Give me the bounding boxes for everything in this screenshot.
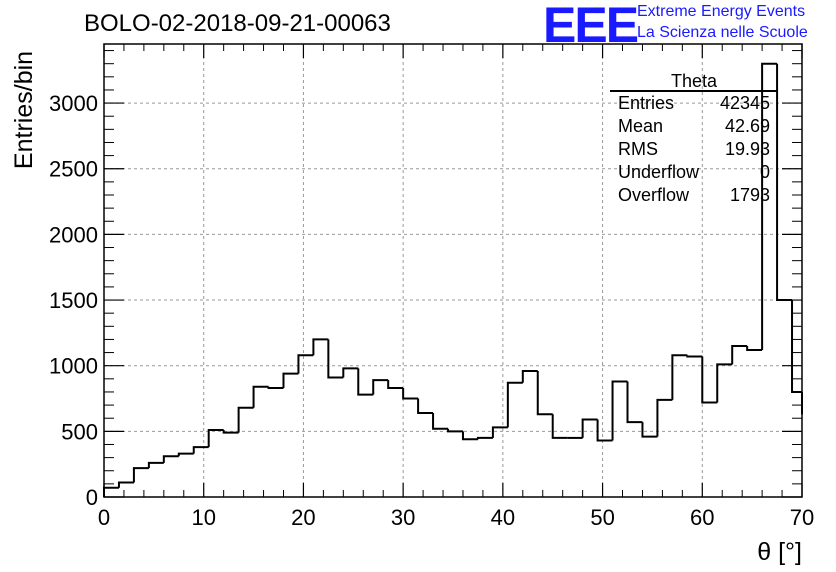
histogram-bin — [342, 367, 359, 378]
axis-tick-labels: 0 10 20 30 40 50 60 70 0 500 1000 1500 2000 2500 3000 — [49, 91, 814, 530]
stats-label: RMS — [618, 139, 658, 159]
stats-value: 0 — [759, 162, 770, 182]
histogram-bin — [162, 455, 179, 463]
stats-row-entries: Entries 42345 — [618, 93, 770, 115]
logo-text-line1: Extreme Energy Events — [637, 3, 806, 20]
histogram-bin — [476, 436, 493, 440]
histogram-bin — [402, 388, 419, 400]
y-tick-label: 0 — [86, 485, 98, 510]
histogram-bin — [551, 414, 568, 439]
histogram-bin — [461, 431, 478, 441]
histogram-bin — [761, 62, 778, 350]
histogram-bin — [686, 355, 703, 358]
histogram-bin — [521, 369, 538, 383]
histogram-bin — [282, 372, 299, 389]
histogram-bin — [177, 452, 194, 457]
histogram-bin — [432, 412, 449, 430]
stats-value: 1793 — [729, 185, 770, 205]
y-tick-label: 1500 — [49, 288, 98, 313]
x-tick-label: 20 — [291, 505, 315, 530]
y-axis-label: Entries/bin — [10, 51, 38, 169]
histogram-bin — [297, 354, 314, 374]
stats-label: Mean — [618, 116, 664, 136]
stats-value: 19.93 — [724, 139, 770, 159]
stats-label: Entries — [618, 93, 675, 113]
x-tick-label: 60 — [690, 505, 714, 530]
plot-frame — [103, 43, 803, 498]
histogram-bin — [716, 363, 733, 403]
y-tick-label: 500 — [61, 419, 98, 444]
y-tick-label: 1000 — [49, 354, 98, 379]
histogram-bin — [596, 419, 613, 442]
x-tick-label: 30 — [391, 505, 415, 530]
x-tick-label: 70 — [790, 505, 814, 530]
histogram-bin — [626, 381, 643, 424]
histogram-bin — [611, 380, 628, 441]
histogram-bin — [237, 406, 254, 433]
chart-title: BOLO-02-2018-09-21-00063 — [84, 10, 391, 37]
histogram-bin — [641, 422, 658, 438]
histogram-bin — [103, 486, 119, 497]
x-tick-label: 50 — [590, 505, 614, 530]
axis-ticks — [103, 44, 803, 498]
histogram-bin — [491, 426, 508, 438]
histogram-bin — [671, 354, 688, 400]
y-tick-label: 2000 — [49, 222, 98, 247]
histogram-bin — [701, 356, 718, 404]
histogram-bin — [357, 368, 374, 396]
stats-value: 42.69 — [724, 116, 770, 136]
x-tick-label: 40 — [491, 505, 515, 530]
histogram-bin — [192, 446, 209, 454]
stats-row-overflow: Overflow 1793 — [618, 185, 770, 207]
stats-row-underflow: Underflow 0 — [618, 162, 770, 184]
histogram-bin — [387, 380, 404, 390]
stats-divider — [610, 90, 778, 92]
x-tick-label: 10 — [191, 505, 215, 530]
stats-label: Underflow — [618, 162, 700, 182]
stats-value: 42345 — [719, 93, 770, 113]
histogram-bin — [207, 429, 224, 448]
logo-text-line2: La Scienza nelle Scuole — [637, 24, 808, 41]
eee-logo: EEE — [543, 0, 639, 53]
y-tick-label: 3000 — [49, 91, 98, 116]
histogram-bin — [417, 398, 434, 414]
histogram-bin — [117, 481, 134, 488]
stats-label: Overflow — [618, 185, 690, 205]
histogram-bin — [372, 379, 389, 395]
histogram-bin — [447, 428, 463, 433]
histogram-bin — [746, 346, 763, 351]
stats-title: Theta — [670, 71, 718, 91]
histogram-bin — [222, 430, 239, 434]
histogram-bin — [132, 467, 149, 483]
stats-row-mean: Mean 42.69 — [618, 116, 770, 138]
histogram-bin — [776, 63, 793, 302]
histogram-bin — [312, 338, 329, 356]
histogram-bin — [252, 385, 269, 408]
histogram-bin — [147, 461, 164, 469]
histogram-bin — [581, 418, 598, 438]
stats-row-rms: RMS 19.93 — [618, 139, 770, 161]
histogram-bin — [327, 339, 344, 379]
histogram-bin — [267, 386, 284, 390]
histogram-bin — [536, 370, 553, 416]
histogram-bin — [506, 381, 523, 428]
x-tick-label: 0 — [98, 505, 110, 530]
histogram-bin — [731, 345, 748, 365]
histogram-bin — [656, 398, 673, 437]
x-axis-label: θ [°] — [757, 538, 802, 566]
y-tick-label: 2500 — [49, 157, 98, 182]
histogram-bin — [791, 300, 802, 393]
